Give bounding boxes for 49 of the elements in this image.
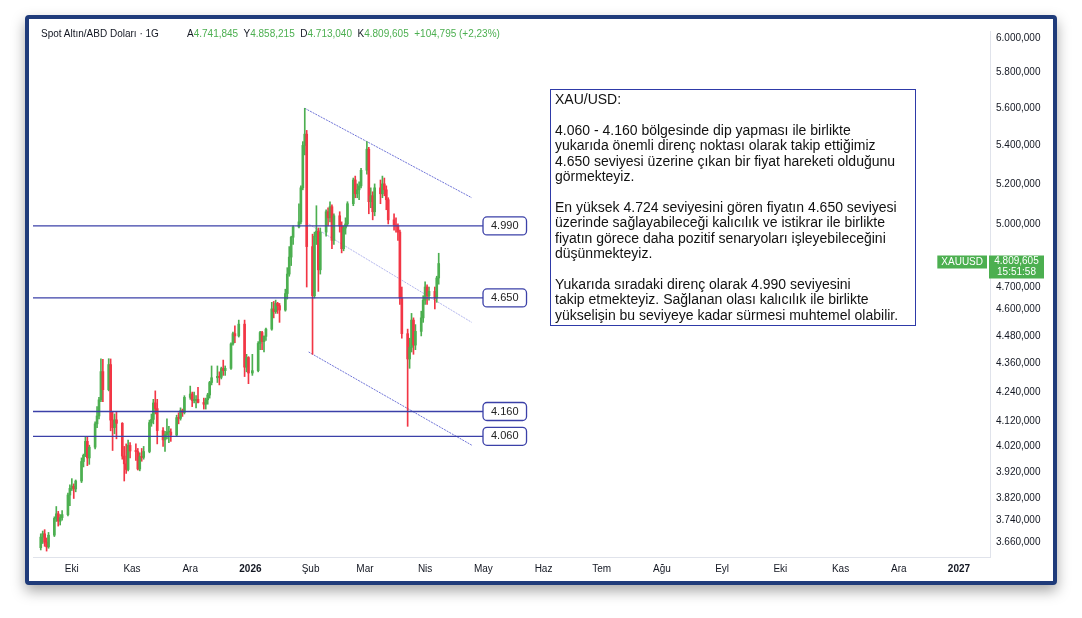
annotation: 4.060 - 4.160 bölgesinde dip yapması ile birlikte yukarıda önemli direnç noktası olarak takip ettiğimiz 4.650 seviyesi üzerine çıkan bir fiyat hareketi olduğunu görmekteyiz. (555, 121, 897, 185)
y-tick-label: 3.740,000 (996, 513, 1041, 525)
x-tick-label: Şub (301, 562, 320, 574)
y-tick-label: 6.000,000 (996, 31, 1041, 43)
candlestick (414, 324, 417, 350)
y-tick-label: 4.120,000 (996, 415, 1041, 427)
x-tick-label: Ağu (653, 562, 671, 574)
y-tick-label: 4.600,000 (996, 302, 1041, 314)
candlestick (175, 414, 178, 437)
x-tick-label: 2027 (947, 562, 971, 574)
ref-line-label: 4.060 (491, 429, 519, 442)
x-tick-label: Eki (773, 562, 788, 574)
x-tick-label: Ara (890, 562, 907, 574)
annotation: XAU/USD: (555, 91, 623, 108)
x-tick-label: Eki (64, 562, 79, 574)
annotation: En yüksek 4.724 seviyesini gören fiyatın 4.650 seviyesi üzerinde sağlayabileceği kalıcılık ve istikrar ile birlikte fiyatın görece daha pozitif senaryoları işleyebileceğini düşünmekteyiz. (555, 198, 898, 262)
x-tick-label: Tem (592, 562, 612, 574)
y-tick-label: 3.820,000 (996, 492, 1041, 504)
candlestick (251, 353, 254, 376)
y-tick-label: 4.360,000 (996, 357, 1041, 369)
ref-line-label: 4.650 (491, 290, 519, 303)
x-tick-label: Nis (417, 562, 433, 574)
text: 4.809,605 (994, 255, 1040, 267)
y-tick-label: 4.700,000 (996, 280, 1041, 292)
chart-subtitle: A4.741,845 Y4.858,215 D4.713,040 K4.809,605 +104,795 (+2,23%) (187, 28, 500, 39)
x-tick-label: Eyl (715, 562, 730, 574)
x-tick-label: Mar (356, 562, 375, 574)
x-tick-label: Ara (182, 562, 199, 574)
y-tick-label: 5.600,000 (996, 102, 1041, 114)
y-tick-label: 4.480,000 (996, 329, 1041, 341)
x-tick-label: Haz (534, 562, 553, 574)
ref-line-label: 4.160 (491, 404, 519, 417)
y-tick-label: 3.660,000 (996, 535, 1041, 547)
x-tick-label: May (473, 562, 493, 574)
chart-title: Spot Altın/ABD Doları · 1G (41, 28, 159, 39)
x-tick-label: Kas (831, 562, 850, 574)
y-tick-label: 3.920,000 (996, 465, 1041, 477)
ref-line-label: 4.990 (491, 218, 519, 231)
y-tick-label: 5.200,000 (996, 177, 1041, 189)
annotation: XAUUSD (941, 255, 984, 267)
y-tick-label: 4.020,000 (996, 440, 1041, 452)
y-tick-label: 5.000,000 (996, 217, 1041, 229)
y-tick-label: 5.400,000 (996, 139, 1041, 151)
text: 15:51:58 (997, 266, 1037, 278)
y-tick-label: 5.800,000 (996, 66, 1041, 78)
x-tick-label: 2026 (239, 562, 262, 574)
x-tick-label: Kas (123, 562, 141, 574)
annotation: Yukarıda sıradaki direnç olarak 4.990 seviyesini takip etmekteyiz. Sağlanan olası kalıcılık ile birlikte yükselişin bu seviyeye kadar sürmesi muhtemel olabilir. (555, 275, 900, 323)
y-tick-label: 4.240,000 (996, 385, 1041, 397)
